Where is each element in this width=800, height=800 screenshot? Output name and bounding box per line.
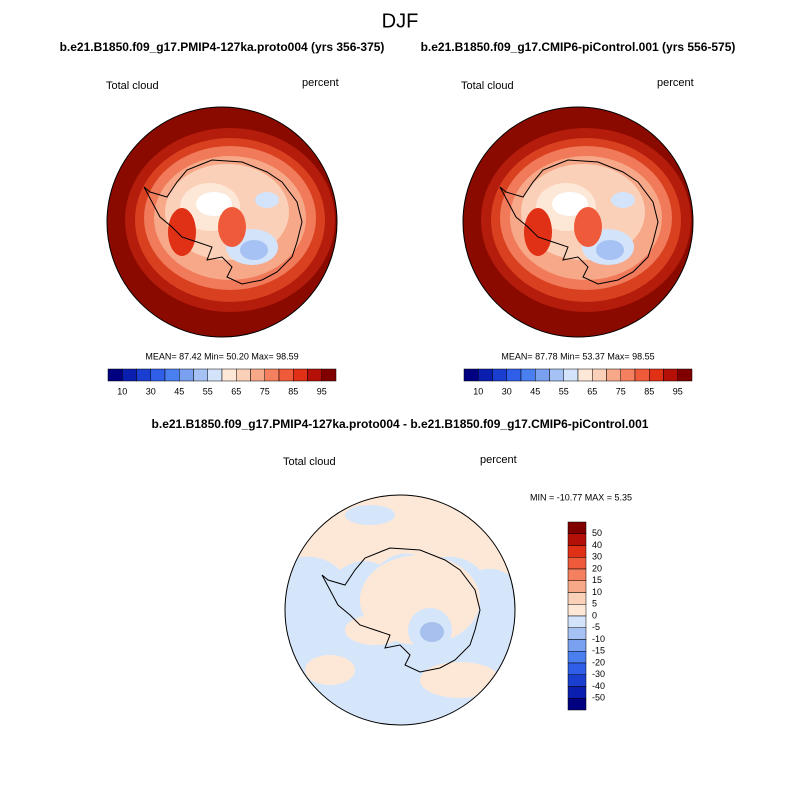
- colorbar-label: -40: [592, 681, 605, 691]
- stats: MEAN= 87.42 Min= 50.20 Max= 98.59: [145, 351, 298, 361]
- colorbar-box: [293, 368, 308, 382]
- colorbar-box: [634, 368, 650, 382]
- colorbar-label: -5: [592, 622, 600, 632]
- colorbar-box: [549, 368, 564, 382]
- stats: MIN = -10.77 MAX = 5.35: [530, 492, 632, 502]
- colorbar-box: [221, 368, 237, 382]
- colorbar-box: [567, 674, 587, 687]
- colorbar-box: [321, 368, 337, 382]
- colorbar-box: [520, 368, 536, 382]
- colorbar-label: 45: [174, 386, 184, 396]
- colorbar-label: 85: [288, 386, 298, 396]
- colorbar-box: [677, 368, 693, 382]
- colorbar-label: 30: [502, 386, 512, 396]
- colorbar-box: [606, 368, 621, 382]
- colorbar-label: -10: [592, 634, 605, 644]
- variable-label: Total cloud: [106, 80, 159, 92]
- panel-title: b.e21.B1850.f09_g17.PMIP4-127ka.proto004…: [60, 40, 385, 54]
- colorbar-label: 55: [559, 386, 569, 396]
- units-label: percent: [480, 454, 517, 466]
- colorbar-box: [193, 368, 208, 382]
- colorbar-box: [136, 368, 151, 382]
- colorbar-label: 10: [592, 587, 602, 597]
- colorbar-label: -30: [592, 669, 605, 679]
- colorbar-box: [592, 368, 607, 382]
- colorbar-box: [278, 368, 294, 382]
- colorbar-box: [567, 686, 587, 699]
- stats: MEAN= 87.78 Min= 53.37 Max= 98.55: [501, 351, 654, 361]
- colorbar-label: 20: [592, 563, 602, 573]
- colorbar-box: [620, 368, 636, 382]
- colorbar-box: [122, 368, 137, 382]
- colorbar-box: [567, 639, 587, 652]
- colorbar-box: [567, 662, 587, 675]
- colorbar-box: [567, 592, 587, 605]
- colorbar-box: [164, 368, 180, 382]
- colorbar-box: [663, 368, 678, 382]
- variable-label: Total cloud: [283, 456, 336, 468]
- colorbar-label: 45: [530, 386, 540, 396]
- colorbar-label: 30: [146, 386, 156, 396]
- variable-label: Total cloud: [461, 80, 514, 92]
- colorbar-label: 65: [587, 386, 597, 396]
- colorbar-box: [506, 368, 522, 382]
- colorbar-box: [264, 368, 280, 382]
- map: [463, 107, 693, 337]
- colorbar-box: [567, 557, 587, 570]
- colorbar-label: 85: [644, 386, 654, 396]
- colorbar-label: 75: [616, 386, 626, 396]
- colorbar-box: [250, 368, 265, 382]
- colorbar-label: 95: [317, 386, 327, 396]
- units-label: percent: [657, 77, 694, 89]
- panel-title: b.e21.B1850.f09_g17.CMIP6-piControl.001 …: [421, 40, 736, 54]
- colorbar-label: 95: [673, 386, 683, 396]
- colorbar-label: -50: [592, 693, 605, 703]
- units-label: percent: [302, 77, 339, 89]
- colorbar-box: [567, 627, 587, 640]
- colorbar-box: [567, 615, 587, 628]
- colorbar-box: [567, 521, 587, 534]
- colorbar-box: [236, 368, 251, 382]
- colorbar-label: 5: [592, 599, 597, 609]
- colorbar-label: 40: [592, 540, 602, 550]
- colorbar-label: 75: [260, 386, 270, 396]
- colorbar-box: [307, 368, 322, 382]
- colorbar-label: -15: [592, 646, 605, 656]
- colorbar-box: [577, 368, 593, 382]
- colorbar-box: [150, 368, 166, 382]
- colorbar-box: [463, 368, 479, 382]
- colorbar-box: [567, 545, 587, 558]
- colorbar-label: -20: [592, 657, 605, 667]
- colorbar-label: 55: [203, 386, 213, 396]
- colorbar-box: [567, 698, 587, 711]
- colorbar-box: [567, 580, 587, 593]
- colorbar-label: 10: [473, 386, 483, 396]
- colorbar-box: [207, 368, 223, 382]
- colorbar-label: 50: [592, 528, 602, 538]
- colorbar-label: 0: [592, 610, 597, 620]
- colorbar-box: [567, 651, 587, 664]
- colorbar-box: [567, 533, 587, 546]
- colorbar-label: 65: [231, 386, 241, 396]
- figure-title: DJF: [382, 10, 419, 32]
- colorbar-box: [492, 368, 507, 382]
- colorbar-label: 30: [592, 552, 602, 562]
- difference-title: b.e21.B1850.f09_g17.PMIP4-127ka.proto004…: [152, 417, 649, 431]
- colorbar-label: 10: [117, 386, 127, 396]
- colorbar-box: [649, 368, 664, 382]
- colorbar-box: [567, 604, 587, 617]
- map: [107, 107, 337, 337]
- colorbar-label: 15: [592, 575, 602, 585]
- colorbar-box: [179, 368, 194, 382]
- colorbar-box: [107, 368, 123, 382]
- difference-map: [284, 494, 516, 726]
- colorbar-box: [563, 368, 579, 382]
- colorbar-box: [535, 368, 550, 382]
- colorbar-box: [567, 568, 587, 581]
- colorbar-box: [478, 368, 493, 382]
